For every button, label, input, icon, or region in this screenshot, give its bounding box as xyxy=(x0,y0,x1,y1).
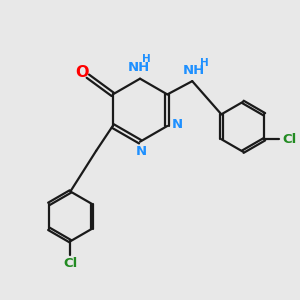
Text: N: N xyxy=(172,118,183,131)
Text: H: H xyxy=(142,54,151,64)
Text: H: H xyxy=(200,58,209,68)
Text: Cl: Cl xyxy=(282,133,296,146)
Text: Cl: Cl xyxy=(63,257,77,270)
Text: O: O xyxy=(75,65,88,80)
Text: NH: NH xyxy=(183,64,205,77)
Text: NH: NH xyxy=(127,61,149,74)
Text: N: N xyxy=(136,145,147,158)
